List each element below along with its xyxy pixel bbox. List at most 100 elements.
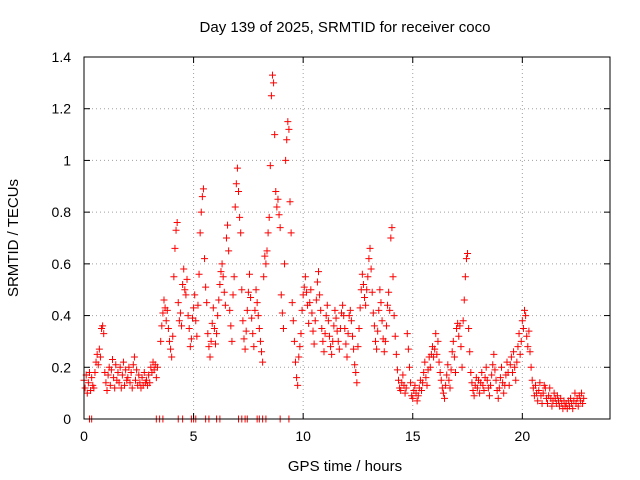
data-point <box>346 306 354 314</box>
data-point <box>104 371 112 379</box>
data-point <box>266 162 274 170</box>
data-point <box>458 363 466 371</box>
data-point <box>220 288 228 296</box>
data-point <box>544 399 552 407</box>
data-point <box>461 273 469 281</box>
data-point <box>208 319 216 327</box>
data-point <box>490 350 498 358</box>
data-point <box>265 213 273 221</box>
data-point <box>316 291 324 299</box>
data-point <box>480 387 488 395</box>
data-point <box>498 363 506 371</box>
data-point <box>206 353 214 361</box>
data-point <box>194 301 202 309</box>
data-point <box>317 306 325 314</box>
data-point <box>465 325 473 332</box>
data-point <box>341 325 349 332</box>
data-point <box>525 327 533 335</box>
data-point <box>305 319 313 327</box>
data-point <box>236 213 244 221</box>
data-point <box>507 353 515 361</box>
data-point <box>276 224 284 232</box>
data-point <box>91 368 99 376</box>
data-point <box>190 304 198 312</box>
data-point <box>524 343 532 351</box>
data-point <box>202 283 210 291</box>
data-point <box>353 379 361 387</box>
data-point <box>528 376 536 384</box>
data-point <box>347 317 355 325</box>
data-point <box>192 317 200 325</box>
data-point <box>483 376 491 384</box>
data-point <box>518 317 526 325</box>
data-point <box>419 379 427 387</box>
data-point <box>157 337 165 345</box>
data-point <box>230 273 238 281</box>
data-point <box>214 312 222 320</box>
data-point <box>335 345 343 353</box>
data-point <box>306 299 314 307</box>
data-point <box>278 309 286 317</box>
data-point <box>250 343 258 351</box>
data-point <box>578 389 586 397</box>
data-point <box>536 379 544 387</box>
data-point <box>494 394 502 402</box>
data-point <box>127 368 135 376</box>
data-point <box>344 330 352 338</box>
data-point <box>281 260 289 268</box>
data-point <box>112 361 120 369</box>
data-point <box>224 221 232 229</box>
data-point <box>307 286 315 294</box>
data-point <box>277 291 285 299</box>
data-point <box>289 317 297 325</box>
data-point <box>328 350 336 358</box>
data-point <box>439 389 447 397</box>
data-point <box>546 384 554 392</box>
data-point <box>261 252 269 260</box>
data-point <box>513 358 521 366</box>
y-tick-label: 0.8 <box>52 204 72 220</box>
data-point <box>579 399 587 407</box>
data-point <box>215 296 223 304</box>
data-point <box>297 330 305 338</box>
data-point <box>270 79 278 87</box>
data-point <box>368 288 376 296</box>
data-point <box>514 343 522 351</box>
data-point <box>298 306 306 314</box>
data-point <box>121 381 129 389</box>
data-point <box>294 381 302 389</box>
data-point <box>535 387 543 395</box>
data-point <box>253 299 261 307</box>
data-point <box>309 327 317 335</box>
data-point <box>254 312 262 320</box>
data-point <box>124 374 132 382</box>
data-point <box>386 306 394 314</box>
data-point <box>405 363 413 371</box>
data-point <box>81 384 89 392</box>
data-point <box>455 332 463 340</box>
data-point <box>320 348 328 356</box>
data-point <box>381 337 389 345</box>
data-point <box>204 330 212 338</box>
chart-title: Day 139 of 2025, SRMTID for receiver coc… <box>200 19 491 36</box>
data-point <box>363 286 371 294</box>
data-point <box>459 317 467 325</box>
data-point <box>107 366 115 374</box>
data-point <box>574 402 582 410</box>
data-point <box>442 381 450 389</box>
data-point <box>203 299 211 307</box>
data-point <box>350 345 358 353</box>
data-point <box>324 317 332 325</box>
x-tick-label: 5 <box>190 428 198 444</box>
data-point <box>178 322 186 330</box>
data-point <box>374 327 382 335</box>
y-tick-label: 0 <box>63 411 71 427</box>
data-point <box>510 348 518 356</box>
data-point <box>505 381 513 389</box>
data-point <box>407 379 415 387</box>
data-point <box>197 208 205 216</box>
data-point <box>414 392 422 400</box>
data-point <box>413 397 421 405</box>
